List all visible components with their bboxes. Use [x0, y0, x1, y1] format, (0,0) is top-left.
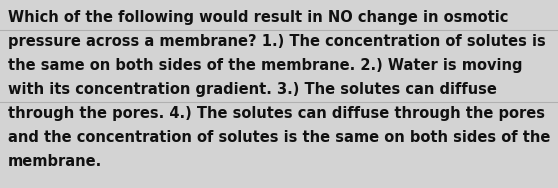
Text: Which of the following would result in NO change in osmotic: Which of the following would result in N… — [8, 10, 508, 25]
Text: and the concentration of solutes is the same on both sides of the: and the concentration of solutes is the … — [8, 130, 550, 145]
Text: through the pores. 4.) The solutes can diffuse through the pores: through the pores. 4.) The solutes can d… — [8, 106, 545, 121]
Text: pressure across a membrane? 1.) The concentration of solutes is: pressure across a membrane? 1.) The conc… — [8, 34, 546, 49]
Text: the same on both sides of the membrane. 2.) Water is moving: the same on both sides of the membrane. … — [8, 58, 522, 73]
Text: membrane.: membrane. — [8, 154, 102, 169]
Text: with its concentration gradient. 3.) The solutes can diffuse: with its concentration gradient. 3.) The… — [8, 82, 497, 97]
